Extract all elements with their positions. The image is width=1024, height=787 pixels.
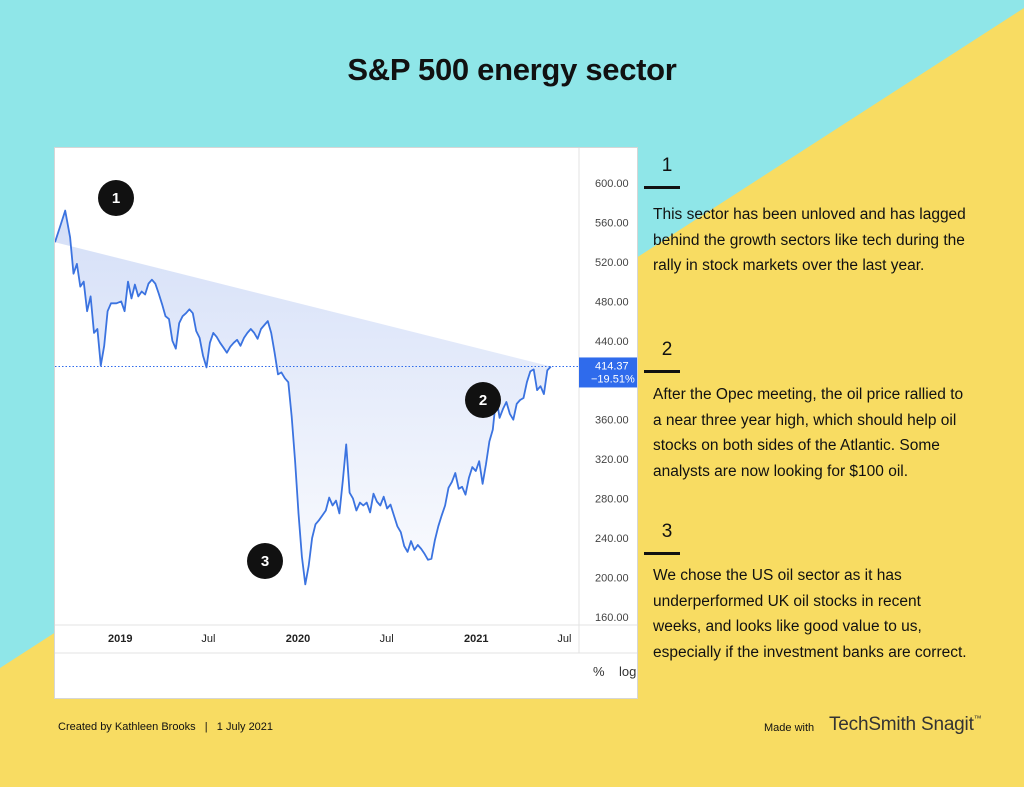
marker-circle: [98, 180, 134, 216]
price-tag-value: 414.37: [595, 360, 629, 372]
chart-markers: 1 2 3: [98, 180, 501, 579]
price-tag: 414.37−19.51%: [55, 357, 637, 388]
area-fill: [55, 210, 551, 585]
y-tick-label: 320.00: [595, 454, 629, 466]
note-text: This sector has been unloved and has lag…: [653, 206, 966, 274]
x-tick-label: Jul: [380, 633, 394, 645]
chart-area: [55, 209, 552, 586]
brand-logo: TechSmith Snagit™: [829, 714, 982, 736]
y-axis: 600.00 560.00 520.00 480.00 440.00 360.00 320.…: [595, 178, 629, 624]
note-text: We chose the US oil sector as it has und…: [653, 567, 967, 661]
marker-number: 1: [112, 190, 120, 207]
marker-2: 2: [465, 382, 501, 418]
x-tick-label: Jul: [201, 633, 215, 645]
made-with-label: Made with: [764, 722, 815, 734]
x-tick-label: 2019: [108, 633, 132, 645]
percent-scale-toggle[interactable]: %: [593, 664, 605, 679]
y-tick-label: 560.00: [595, 217, 629, 229]
y-tick-label: 520.00: [595, 257, 629, 269]
note-text: After the Opec meeting, the oil price ra…: [653, 386, 964, 480]
x-tick-label: 2021: [464, 633, 488, 645]
marker-number: 2: [479, 392, 487, 409]
y-tick-label: 200.00: [595, 573, 629, 585]
x-axis: 2019 Jul 2020 Jul 2021 Jul: [108, 633, 571, 645]
chart-card: 600.00 560.00 520.00 480.00 440.00 360.00 320.…: [54, 147, 638, 699]
brand-name: TechSmith Snagit: [829, 714, 974, 735]
series-line: [55, 209, 552, 586]
log-scale-toggle[interactable]: log: [619, 664, 636, 679]
y-tick-label: 480.00: [595, 296, 629, 308]
marker-circle: [465, 382, 501, 418]
note-underline: [644, 552, 680, 555]
credit-line: Created by Kathleen Brooks | 1 July 2021: [58, 721, 274, 733]
x-tick-label: Jul: [557, 633, 571, 645]
note-number: 3: [661, 521, 673, 542]
y-tick-label: 360.00: [595, 415, 629, 427]
marker-number: 3: [261, 553, 269, 570]
note-number: 2: [661, 339, 673, 360]
chart: 600.00 560.00 520.00 480.00 440.00 360.00 320.…: [55, 148, 637, 679]
note-underline: [644, 186, 680, 189]
note-number: 1: [661, 155, 673, 176]
page-title: S&P 500 energy sector: [347, 52, 677, 87]
note-underline: [644, 370, 680, 373]
chart-frame: [55, 148, 637, 654]
trademark-symbol: ™: [973, 714, 982, 723]
x-tick-label: 2020: [286, 633, 310, 645]
y-tick-label: 240.00: [595, 533, 629, 545]
price-tag-change: −19.51%: [591, 373, 635, 385]
marker-3: 3: [247, 543, 283, 579]
marker-circle: [247, 543, 283, 579]
y-tick-label: 160.00: [595, 612, 629, 624]
price-tag-box: [579, 357, 637, 388]
y-tick-label: 280.00: [595, 494, 629, 506]
y-tick-label: 600.00: [595, 178, 629, 190]
marker-1: 1: [98, 180, 134, 216]
y-tick-label: 440.00: [595, 336, 629, 348]
